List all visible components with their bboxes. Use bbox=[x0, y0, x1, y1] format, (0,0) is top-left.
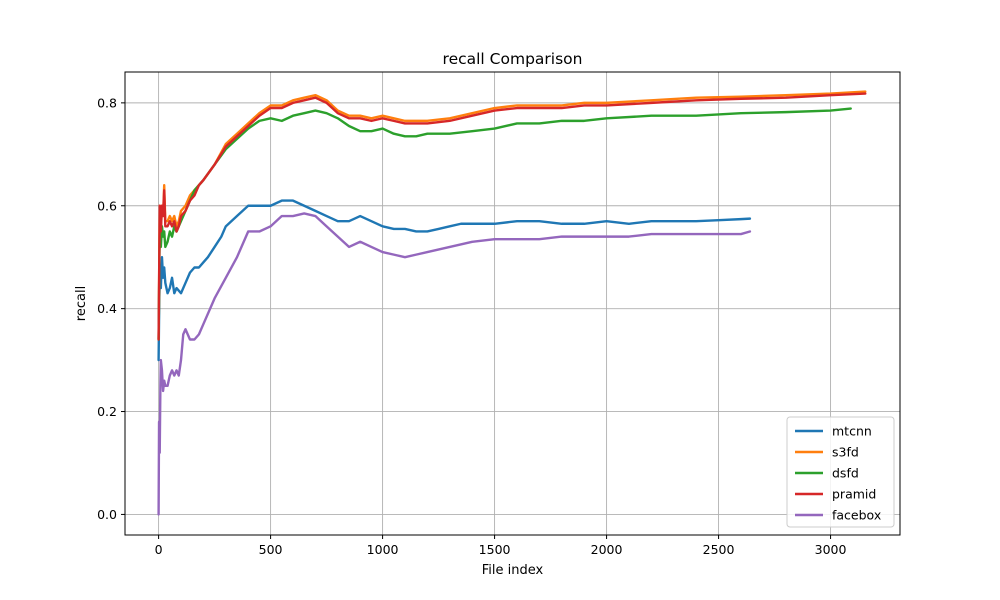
x-tick-label: 2000 bbox=[591, 542, 623, 557]
legend-label-s3fd: s3fd bbox=[832, 445, 859, 460]
x-tick-label: 1500 bbox=[479, 542, 511, 557]
y-tick-label: 0.2 bbox=[97, 404, 117, 419]
plot-frame bbox=[124, 71, 901, 536]
y-tick-label: 0.6 bbox=[97, 198, 117, 213]
legend-label-mtcnn: mtcnn bbox=[832, 424, 872, 439]
x-tick-label: 0 bbox=[155, 542, 163, 557]
x-tick-label: 3000 bbox=[815, 542, 847, 557]
y-tick-label: 0.4 bbox=[97, 301, 117, 316]
series-line-facebox bbox=[157, 212, 752, 516]
x-tick-label: 1000 bbox=[367, 542, 399, 557]
x-axis-label: File index bbox=[482, 563, 544, 578]
legend: mtcnn s3fd dsfd pramid facebox bbox=[786, 416, 895, 528]
series-lines bbox=[157, 90, 867, 516]
x-tick-label: 500 bbox=[259, 542, 283, 557]
chart-title: recall Comparison bbox=[443, 50, 583, 68]
series-line-pramid bbox=[157, 92, 867, 341]
axis-ticks: 0 500 1000 1500 2000 2500 3000 0.0 0.2 0.4 0.6 0.8 bbox=[97, 95, 846, 557]
legend-label-facebox: facebox bbox=[832, 508, 881, 523]
series-line-s3fd bbox=[157, 90, 867, 341]
y-tick-label: 0.8 bbox=[97, 95, 117, 110]
legend-box bbox=[786, 416, 895, 528]
legend-label-pramid: pramid bbox=[832, 487, 876, 502]
grid bbox=[125, 72, 900, 535]
y-axis-label: recall bbox=[74, 286, 89, 321]
x-tick-label: 2500 bbox=[703, 542, 735, 557]
legend-label-dsfd: dsfd bbox=[832, 466, 859, 481]
y-tick-label: 0.0 bbox=[97, 507, 117, 522]
series-line-mtcnn bbox=[157, 199, 752, 362]
series-line-dsfd bbox=[157, 107, 852, 341]
